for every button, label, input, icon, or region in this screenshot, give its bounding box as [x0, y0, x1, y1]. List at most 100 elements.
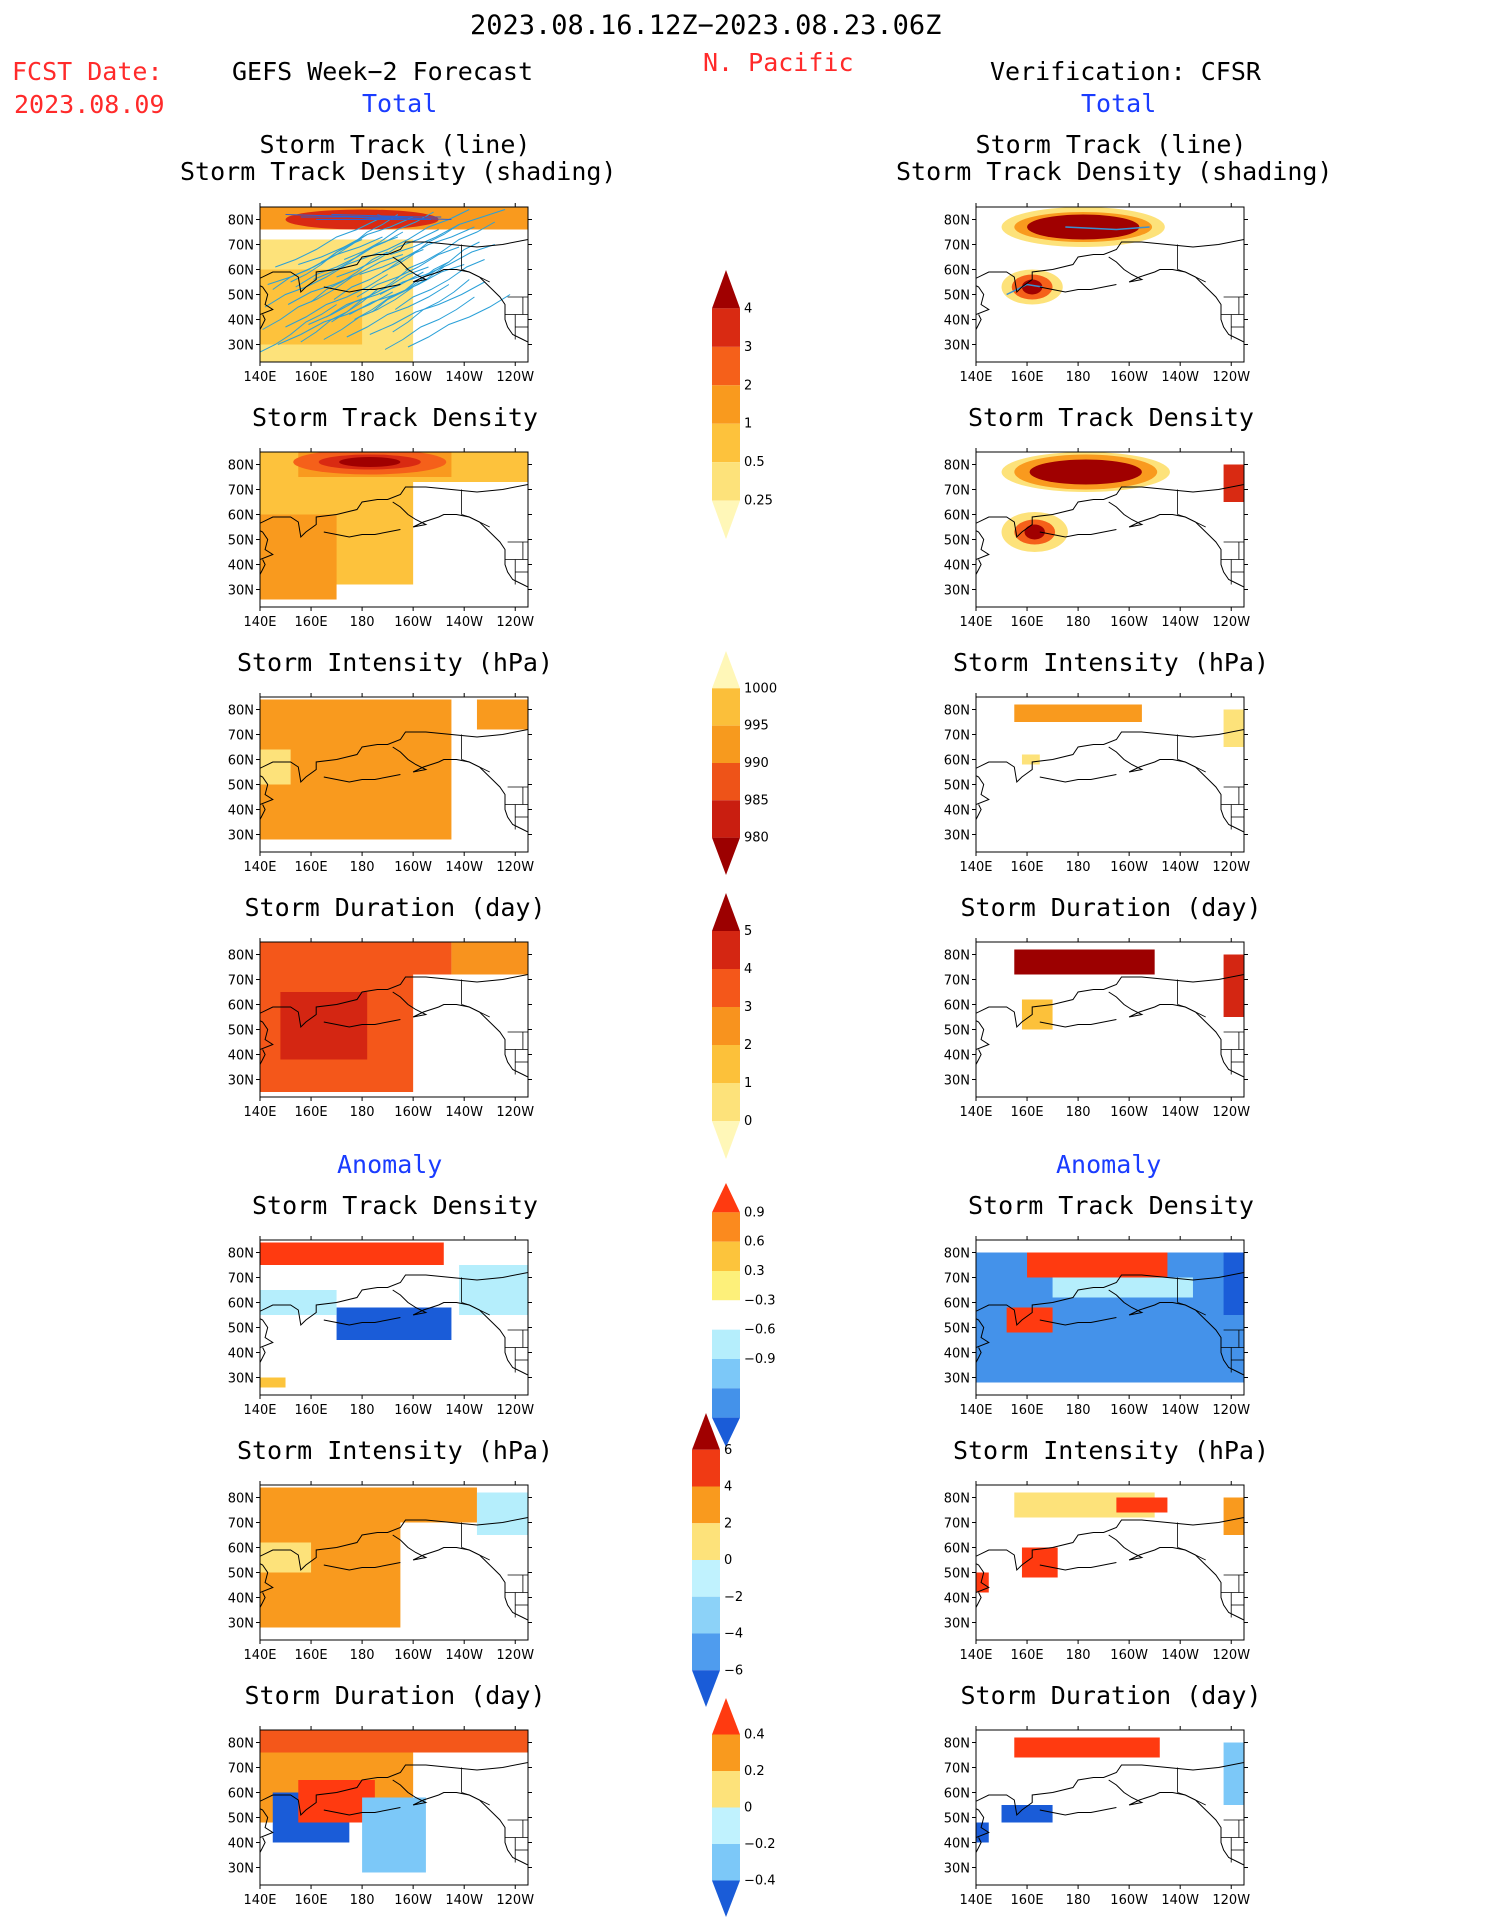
- lat-label: 30N: [944, 1372, 970, 1387]
- border-segment: [1177, 1004, 1206, 1018]
- lon-label: 160W: [394, 1893, 432, 1908]
- shade-region: [1223, 1742, 1244, 1805]
- lat-label: 70N: [944, 729, 970, 744]
- panel-title-intensity-left: Storm Intensity (hPa): [236, 648, 554, 677]
- colorbar-duration: 5 4 3 2 1 0: [710, 885, 780, 1167]
- coastline: [260, 974, 528, 1078]
- shade-region: [476, 699, 528, 730]
- map-frame: [975, 696, 1245, 853]
- coastline-segment: [260, 1517, 528, 1593]
- colorbar-swatch: [712, 385, 740, 424]
- colorbar-end: [712, 837, 740, 875]
- coastline: [976, 239, 1244, 343]
- coastline: [976, 974, 1244, 1078]
- colorbar-swatch: [712, 1771, 740, 1808]
- colorbar-label: 2: [724, 1516, 732, 1531]
- lon-label: 160E: [1011, 615, 1044, 630]
- shade-region: [1001, 1805, 1053, 1823]
- coastline-segment: [260, 1347, 266, 1363]
- lat-label: 60N: [228, 1297, 254, 1312]
- shade-region: [1021, 999, 1053, 1030]
- shade-region: [1029, 459, 1142, 485]
- storm-track-line: [267, 236, 383, 285]
- lon-label: 160W: [1110, 860, 1148, 875]
- colorbar-label: 0.25: [744, 494, 773, 509]
- shade-region: [260, 1487, 477, 1523]
- map-shading: [260, 207, 528, 362]
- map-shading: [976, 1730, 1244, 1885]
- storm-track-line: [1006, 283, 1043, 296]
- map-shading: [976, 942, 1244, 1097]
- storm-track-line: [275, 219, 378, 268]
- lon-label: 140E: [243, 1105, 276, 1120]
- colorbar-swatch: [692, 1633, 720, 1671]
- colorbar-swatch: [712, 763, 740, 801]
- coastline: [260, 1517, 528, 1621]
- lon-label: 120W: [1212, 615, 1250, 630]
- colorbar-swatch: [692, 1523, 720, 1560]
- coastline-segment: [976, 314, 982, 330]
- colorbar-label: 990: [744, 756, 769, 771]
- lon-label: 120W: [496, 370, 534, 385]
- colorbar-swatch: [692, 1449, 720, 1487]
- colorbar-swatch: [712, 1359, 740, 1389]
- lat-label: 60N: [944, 999, 970, 1014]
- shade-region: [976, 697, 1244, 852]
- map-shading: [976, 1485, 1244, 1640]
- lon-label: 140E: [243, 1403, 276, 1418]
- lat-label: 60N: [944, 754, 970, 769]
- fcst-date-value: 2023.08.09: [14, 90, 165, 119]
- coastline-segment: [260, 559, 266, 575]
- colorbar-swatch: [712, 1007, 740, 1045]
- lat-label: 80N: [228, 1492, 254, 1507]
- shade-region: [362, 1797, 426, 1873]
- shade-region: [1116, 1497, 1168, 1513]
- map-frame: [975, 451, 1245, 608]
- lat-label: 80N: [944, 214, 970, 229]
- colorbar-swatch: [712, 969, 740, 1007]
- lon-label: 140E: [959, 860, 992, 875]
- shade-region: [260, 942, 452, 975]
- lon-label: 140W: [1161, 370, 1199, 385]
- coastline-segment: [976, 1049, 982, 1065]
- map-left-track: 80N 70N 60N 50N 40N 30N 140E 160E 180 160W 140W 120…: [210, 190, 540, 390]
- storm-track-line: [287, 254, 404, 305]
- lon-label: 160E: [1011, 1105, 1044, 1120]
- map-shading: [260, 697, 528, 852]
- lat-label: 60N: [228, 509, 254, 524]
- colorbar-label: 0.9: [744, 1205, 765, 1220]
- lat-label: 70N: [228, 729, 254, 744]
- shade-region: [260, 1522, 401, 1628]
- lon-label: 140E: [959, 1403, 992, 1418]
- lat-label: 60N: [944, 509, 970, 524]
- storm-track-line: [356, 246, 460, 298]
- storm-track-line: [262, 276, 353, 330]
- colorbar-label: 4: [744, 301, 752, 316]
- colorbar-label: 0.5: [744, 455, 765, 470]
- coastline-segment: [976, 1272, 1244, 1348]
- lon-label: 160E: [295, 860, 328, 875]
- border-segment: [1177, 269, 1206, 283]
- lat-label: 80N: [228, 1737, 254, 1752]
- lon-label: 160W: [1110, 370, 1148, 385]
- map-shading: [260, 942, 528, 1097]
- verification-title: Verification: CFSR: [990, 57, 1261, 86]
- colorbar-label: 0: [724, 1553, 732, 1568]
- lon-label: 140E: [243, 860, 276, 875]
- lat-label: 40N: [228, 559, 254, 574]
- lon-label: 140E: [959, 1105, 992, 1120]
- coastline-segment: [323, 1807, 401, 1816]
- storm-track-line: [390, 209, 506, 255]
- lat-label: 40N: [944, 1837, 970, 1852]
- storm-track-line: [367, 209, 470, 258]
- lat-label: 60N: [944, 1542, 970, 1557]
- colorbar-swatch: [712, 1844, 740, 1881]
- storm-track-line: [313, 231, 404, 280]
- coastline: [260, 484, 528, 588]
- lat-label: 70N: [944, 484, 970, 499]
- lon-label: 160E: [295, 615, 328, 630]
- shade-region: [1021, 1547, 1058, 1578]
- panel-title-intensity-right: Storm Intensity (hPa): [952, 648, 1270, 677]
- colorbar-label: 995: [744, 719, 769, 734]
- lon-label: 140E: [959, 1893, 992, 1908]
